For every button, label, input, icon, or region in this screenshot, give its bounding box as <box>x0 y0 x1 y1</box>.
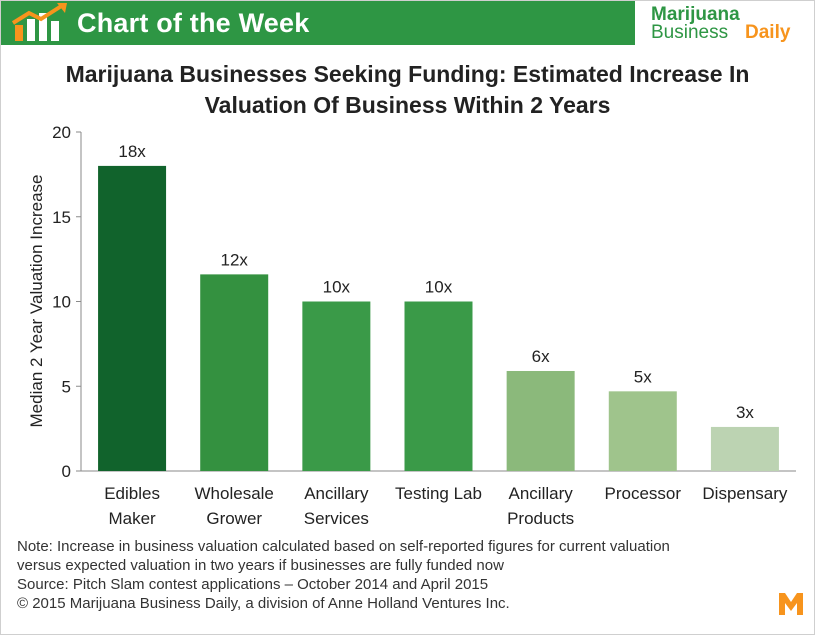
bar-value-label: 12x <box>221 250 249 269</box>
x-category-label: Edibles Maker <box>104 484 160 528</box>
bar-value-label: 10x <box>425 278 453 297</box>
x-category-label: Ancillary Products <box>507 484 574 528</box>
chart-title: Marijuana Businesses Seeking Funding: Es… <box>1 59 814 121</box>
y-tick-label: 5 <box>62 377 71 396</box>
chart-title-line2: Valuation Of Business Within 2 Years <box>204 92 611 118</box>
x-category-label: Processor <box>605 484 682 503</box>
copyright-line: © 2015 Marijuana Business Daily, a divis… <box>17 595 510 612</box>
rising-bar-chart-icon <box>11 3 67 41</box>
bar <box>98 165 167 471</box>
bar <box>506 370 575 471</box>
chart-notes: Note: Increase in business valuation cal… <box>17 537 797 613</box>
bar <box>302 301 371 471</box>
brand-name-line1: Marijuana <box>651 4 740 25</box>
x-category-label: Dispensary <box>702 484 788 503</box>
bar <box>404 301 473 471</box>
y-tick-label: 0 <box>62 462 71 481</box>
y-axis-title: Median 2 Year Valuation Increase <box>27 175 46 428</box>
y-tick-label: 15 <box>52 208 71 227</box>
x-category-label: Wholesale Grower <box>195 484 274 528</box>
bar-value-label: 3x <box>736 403 754 422</box>
m-logo-icon <box>779 593 803 615</box>
bar <box>710 426 779 471</box>
note-line-continued: versus expected valuation in two years i… <box>17 557 504 574</box>
bar-value-label: 6x <box>532 347 550 366</box>
source-line: Source: Pitch Slam contest applications … <box>17 576 489 593</box>
x-category-label: Ancillary Services <box>304 484 369 528</box>
brand-name-line2: Business <box>651 22 729 43</box>
data-labels: 18x 12x 10x 10x 6x 5x 3x <box>118 142 754 422</box>
y-tick-label: 10 <box>52 293 71 312</box>
banner: Chart of the Week Marijuana Business Dai… <box>1 1 814 45</box>
banner-title: Chart of the Week <box>77 8 310 38</box>
chart-title-line1: Marijuana Businesses Seeking Funding: Es… <box>65 61 750 87</box>
brand-name-accent: Daily <box>745 22 791 43</box>
bar <box>200 274 269 471</box>
bar-value-label: 10x <box>323 278 351 297</box>
bar-value-label: 18x <box>118 142 146 161</box>
note-line: Note: Increase in business valuation cal… <box>17 538 670 555</box>
bars <box>98 165 779 471</box>
y-axis: 0 5 10 15 20 Median 2 Year Valuation Increase <box>27 123 796 481</box>
bar-chart: 0 5 10 15 20 Median 2 Year Valuation Increase… <box>27 123 796 528</box>
bar <box>608 391 677 471</box>
brand-logo: Marijuana Business Daily <box>635 1 814 45</box>
x-axis-categories: Edibles Maker Wholesale Grower Ancillary Serv… <box>104 484 788 528</box>
x-category-label: Testing Lab <box>395 484 482 503</box>
bar-value-label: 5x <box>634 367 652 386</box>
y-tick-label: 20 <box>52 123 71 142</box>
